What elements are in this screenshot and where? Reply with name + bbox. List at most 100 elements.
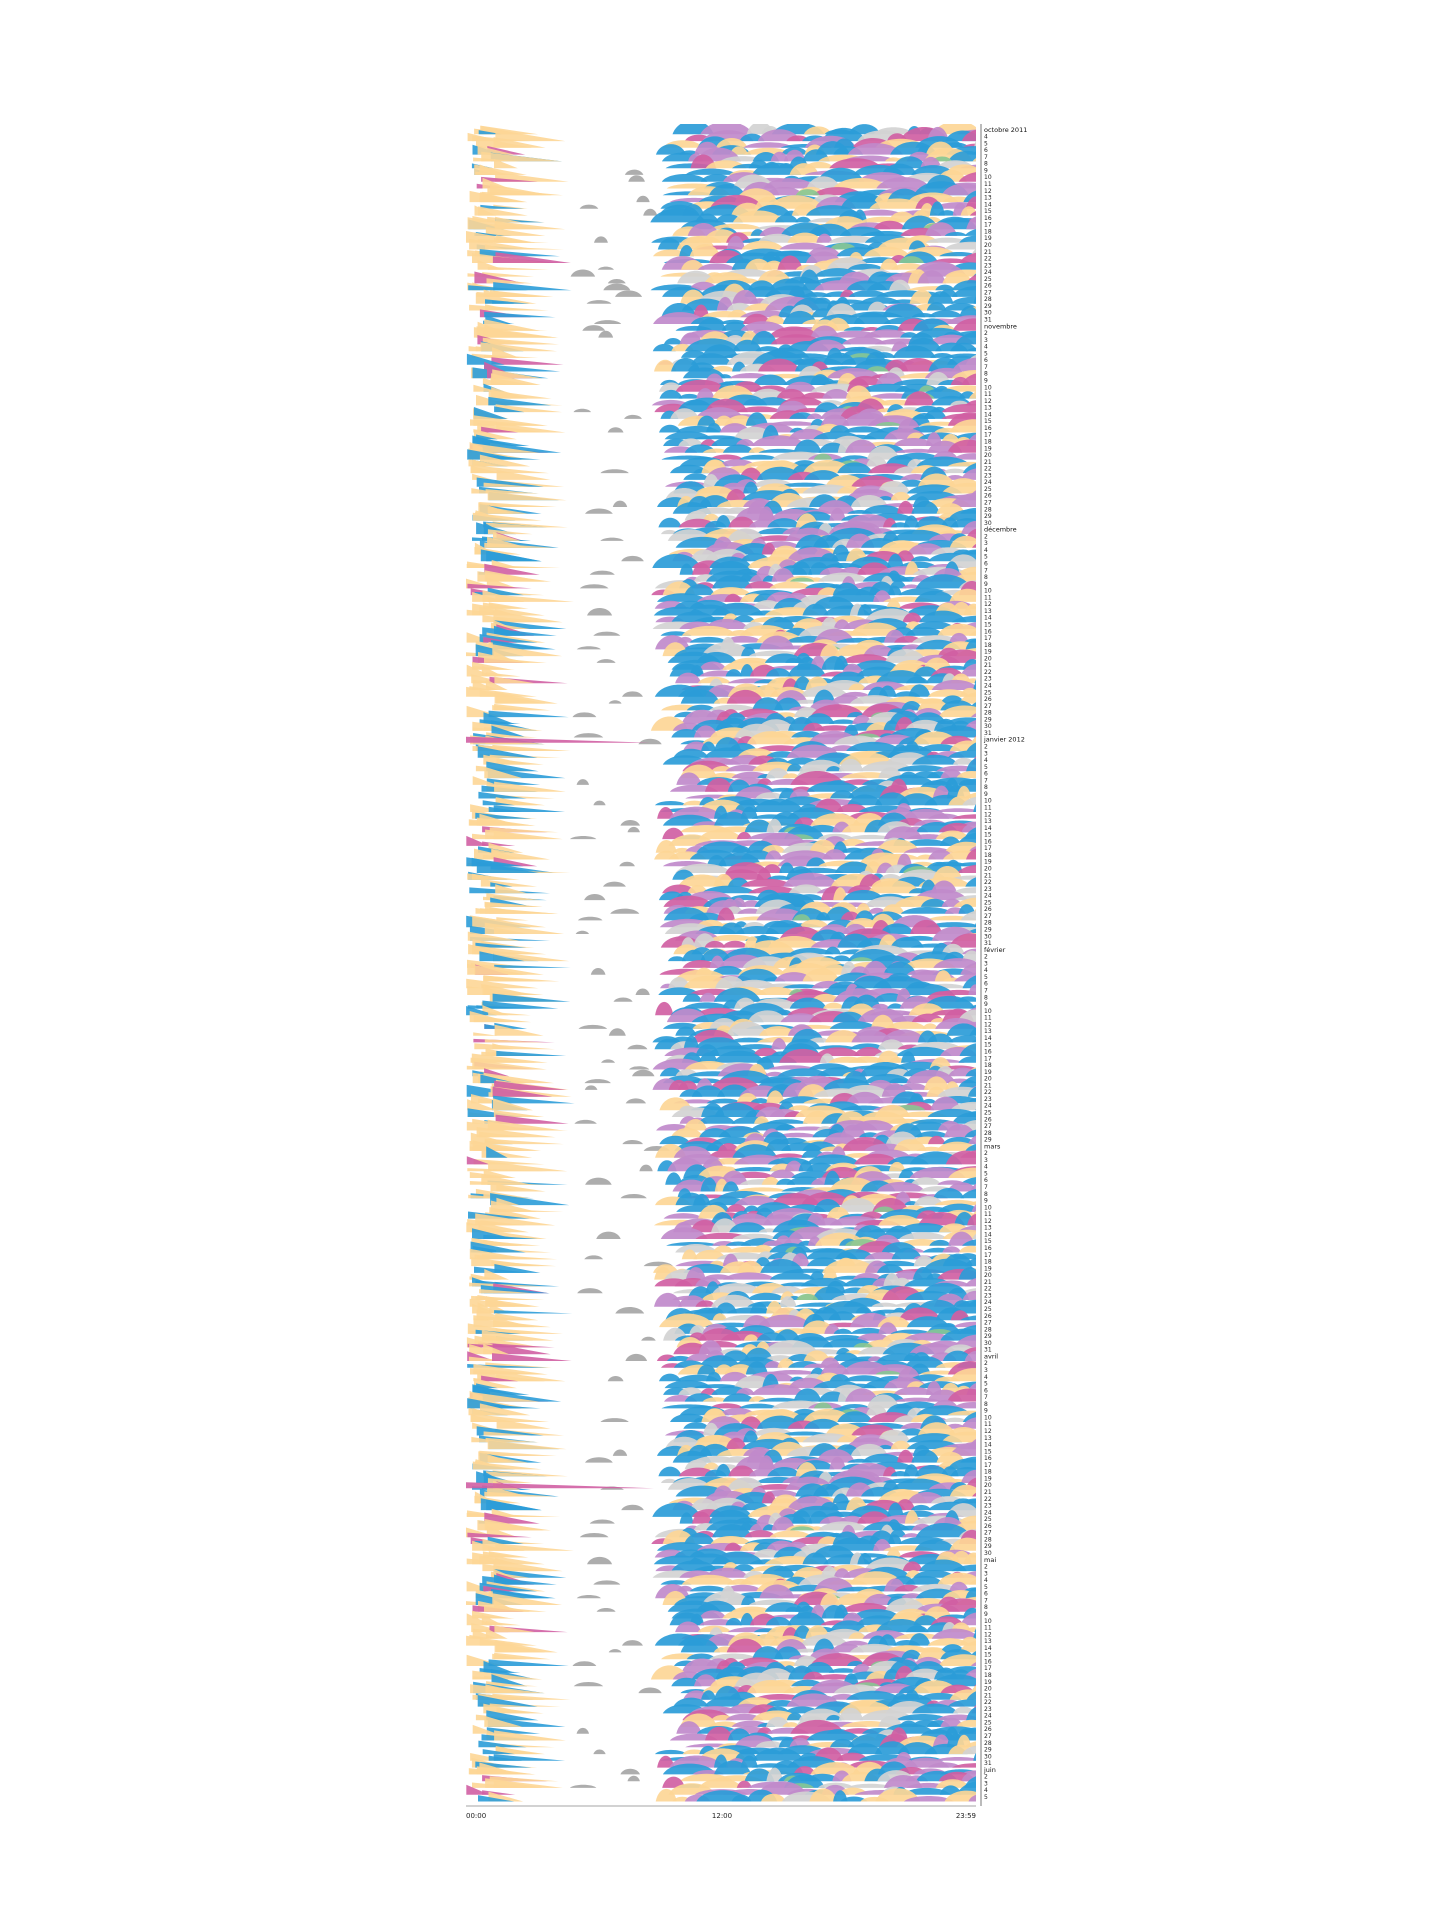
series-mark-day (847, 143, 903, 155)
series-mark-early (469, 238, 538, 250)
y-axis-month-label: décembre (984, 526, 1017, 534)
series-mark-early (472, 1461, 542, 1470)
series-mark-day (918, 1211, 965, 1226)
series-mark-grey (641, 1336, 656, 1341)
series-mark-day (871, 1003, 890, 1009)
series-mark-day (809, 374, 831, 385)
series-mark-day (679, 244, 694, 257)
series-mark-early (485, 304, 516, 311)
series-mark-day (917, 698, 950, 711)
series-mark-early (472, 915, 546, 928)
series-mark-day (683, 1119, 708, 1131)
series-mark-day (950, 1101, 976, 1111)
series-mark-day (699, 992, 717, 1002)
series-mark-day (853, 209, 905, 216)
series-mark-day (745, 412, 768, 426)
series-mark-day (972, 1118, 976, 1124)
series-mark-day (952, 318, 976, 331)
series-mark-day (701, 741, 717, 751)
series-mark-day (850, 495, 888, 507)
series-mark-early (496, 917, 529, 921)
series-mark-early (466, 1156, 490, 1165)
series-mark-day (738, 1403, 779, 1409)
series-mark-grey (576, 1595, 601, 1599)
series-mark-day (892, 345, 936, 358)
series-mark-day (689, 1585, 729, 1592)
series-mark-early (492, 369, 542, 379)
series-mark-day (958, 904, 976, 914)
series-mark-day (975, 1109, 976, 1111)
series-mark-day (915, 1523, 972, 1538)
series-mark-day (658, 517, 682, 528)
series-mark-early (495, 216, 522, 223)
series-mark-day (917, 270, 946, 284)
series-mark-day (972, 151, 976, 155)
series-mark-day (914, 516, 949, 528)
series-mark-day (677, 270, 715, 284)
series-mark-day (843, 890, 885, 901)
series-mark-early (467, 583, 532, 589)
series-mark-early (478, 1222, 529, 1233)
series-mark-day (913, 1196, 944, 1206)
series-mark-green (850, 957, 873, 962)
series-mark-grey (572, 1661, 597, 1666)
series-mark-day (743, 142, 794, 148)
series-mark-day (969, 630, 976, 636)
series-mark-early (472, 1552, 545, 1565)
series-mark-day (712, 575, 753, 589)
series-mark-day (956, 1719, 976, 1727)
series-mark-early (496, 1050, 567, 1056)
series-mark-day (775, 1329, 800, 1341)
series-mark-day (743, 1334, 759, 1341)
series-mark-day (682, 993, 702, 1002)
series-mark-early (481, 426, 519, 433)
series-mark-day (698, 1114, 736, 1124)
series-mark-early (481, 151, 562, 162)
series-mark-early (468, 1408, 511, 1416)
series-mark-day (936, 649, 976, 663)
series-mark-day (974, 567, 976, 568)
series-mark-early (472, 1059, 547, 1070)
series-mark-early (478, 130, 502, 135)
series-mark-green (873, 1206, 896, 1212)
series-mark-day (897, 500, 915, 514)
series-mark-day (973, 804, 976, 812)
series-mark-grey (596, 659, 616, 663)
x-tick-label-end: 23:59 (956, 1812, 976, 1820)
series-mark-early (482, 800, 515, 806)
series-mark-day (928, 357, 962, 372)
series-mark-day (802, 603, 829, 616)
series-mark-day (793, 817, 816, 826)
series-mark-early (494, 676, 535, 684)
series-mark-day (771, 1516, 796, 1531)
series-mark-grey (620, 1768, 640, 1775)
series-mark-early (466, 705, 504, 718)
series-mark-day (953, 453, 976, 460)
series-mark-grey (593, 1580, 621, 1585)
series-mark-grey (579, 584, 609, 589)
series-mark-early (491, 1508, 520, 1517)
series-mark-day (862, 1453, 904, 1463)
series-mark-grey (576, 1727, 589, 1734)
series-mark-early (492, 1086, 553, 1097)
series-mark-grey (569, 835, 597, 840)
series-mark-early (492, 1353, 572, 1361)
series-mark-day (655, 144, 686, 155)
series-mark-day (788, 884, 824, 894)
series-mark-early (467, 963, 528, 975)
series-mark-day (902, 612, 923, 623)
series-mark-day (678, 1080, 699, 1090)
series-mark-day (853, 1225, 889, 1239)
series-mark-day (966, 848, 976, 860)
series-mark-day (942, 468, 968, 474)
series-mark-early (486, 550, 542, 562)
series-mark-day (911, 1449, 940, 1463)
series-mark-day (712, 1283, 763, 1294)
series-mark-grey (608, 700, 622, 704)
series-mark-day (931, 679, 976, 690)
series-mark-day (902, 839, 951, 846)
series-mark-early (468, 285, 529, 291)
series-mark-early (480, 1074, 516, 1084)
series-mark-grey (624, 169, 644, 175)
series-mark-green (813, 453, 833, 460)
